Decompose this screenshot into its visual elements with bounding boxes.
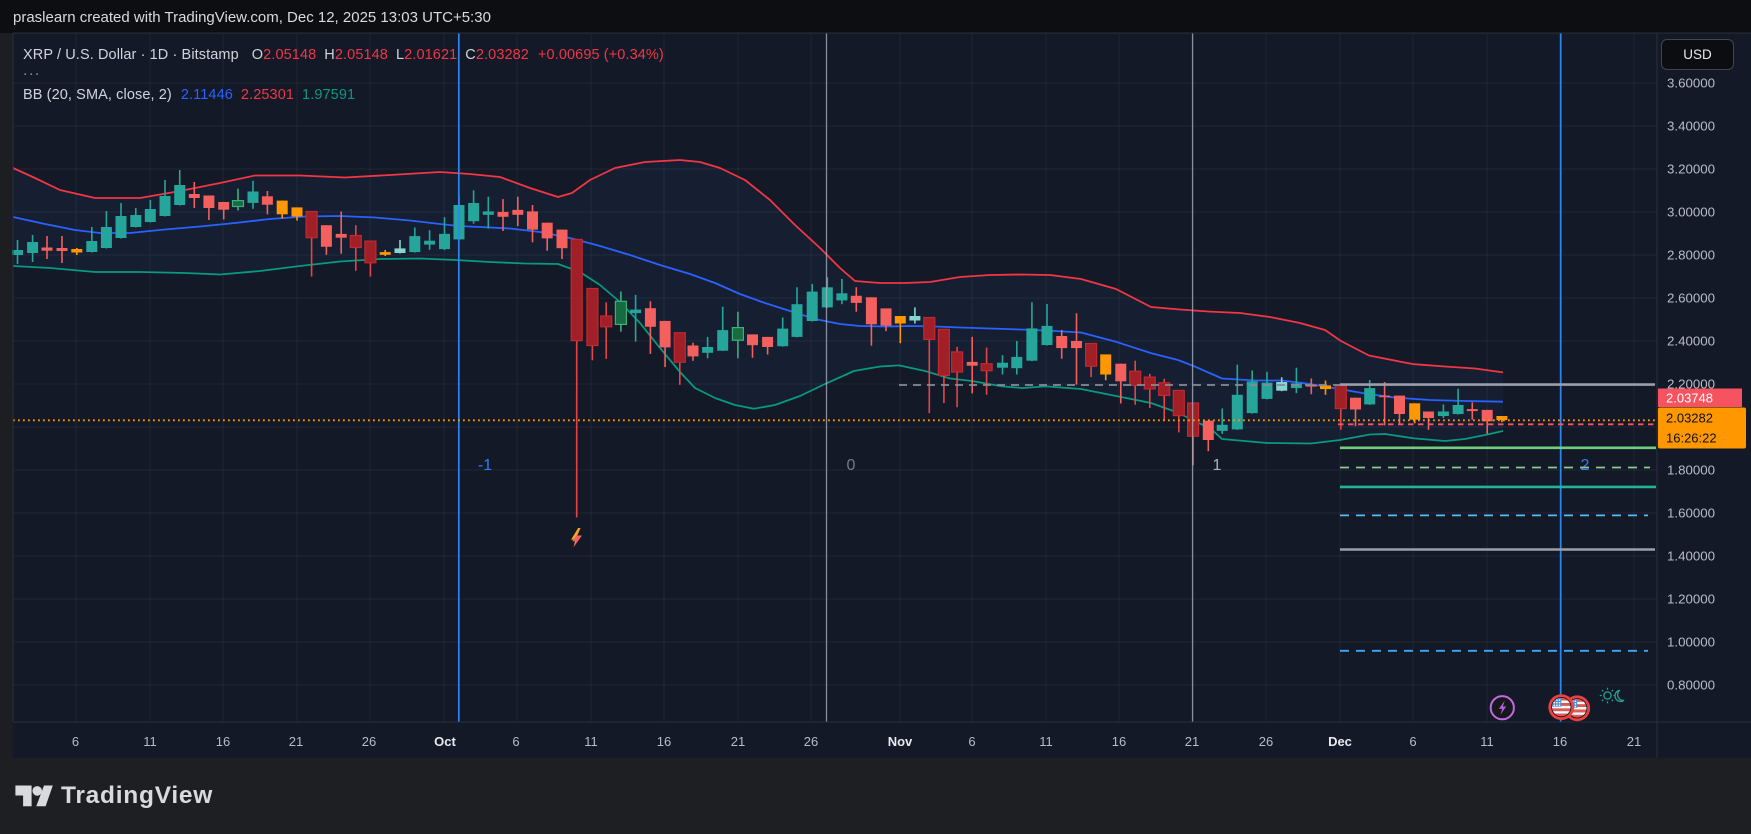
svg-text:3.60000: 3.60000 bbox=[1667, 76, 1715, 91]
svg-text:16: 16 bbox=[657, 734, 671, 749]
svg-text:21: 21 bbox=[731, 734, 745, 749]
svg-text:1.00000: 1.00000 bbox=[1667, 635, 1715, 650]
svg-text:2.60000: 2.60000 bbox=[1667, 291, 1715, 306]
svg-text:6: 6 bbox=[512, 734, 519, 749]
svg-text:2: 2 bbox=[1581, 457, 1590, 474]
svg-text:11: 11 bbox=[1480, 734, 1494, 749]
svg-text:11: 11 bbox=[1039, 734, 1053, 749]
svg-text:-1: -1 bbox=[478, 457, 492, 474]
svg-text:0: 0 bbox=[847, 457, 856, 474]
svg-text:26: 26 bbox=[804, 734, 818, 749]
svg-text:2.80000: 2.80000 bbox=[1667, 248, 1715, 263]
svg-text:3.00000: 3.00000 bbox=[1667, 205, 1715, 220]
svg-text:21: 21 bbox=[289, 734, 303, 749]
svg-text:2.03748: 2.03748 bbox=[1666, 391, 1713, 406]
svg-text:26: 26 bbox=[1259, 734, 1273, 749]
svg-text:0.80000: 0.80000 bbox=[1667, 678, 1715, 693]
svg-text:26: 26 bbox=[362, 734, 376, 749]
svg-text:2.03282: 2.03282 bbox=[1666, 411, 1713, 426]
svg-text:Dec: Dec bbox=[1328, 734, 1352, 749]
svg-text:1.20000: 1.20000 bbox=[1667, 592, 1715, 607]
svg-text:16:26:22: 16:26:22 bbox=[1666, 431, 1717, 446]
svg-text:6: 6 bbox=[968, 734, 975, 749]
svg-text:6: 6 bbox=[1409, 734, 1416, 749]
svg-text:2.20000: 2.20000 bbox=[1667, 377, 1715, 392]
svg-text:16: 16 bbox=[1553, 734, 1567, 749]
svg-text:21: 21 bbox=[1185, 734, 1199, 749]
svg-text:16: 16 bbox=[1112, 734, 1126, 749]
svg-text:11: 11 bbox=[584, 734, 598, 749]
svg-text:16: 16 bbox=[216, 734, 230, 749]
svg-text:3.40000: 3.40000 bbox=[1667, 119, 1715, 134]
svg-text:Nov: Nov bbox=[888, 734, 913, 749]
svg-text:Oct: Oct bbox=[434, 734, 456, 749]
svg-text:1: 1 bbox=[1213, 457, 1222, 474]
svg-text:1.40000: 1.40000 bbox=[1667, 549, 1715, 564]
svg-text:3.20000: 3.20000 bbox=[1667, 162, 1715, 177]
svg-text:21: 21 bbox=[1627, 734, 1641, 749]
svg-text:1.60000: 1.60000 bbox=[1667, 506, 1715, 521]
svg-text:6: 6 bbox=[72, 734, 79, 749]
svg-text:11: 11 bbox=[143, 734, 157, 749]
svg-text:2.40000: 2.40000 bbox=[1667, 334, 1715, 349]
svg-text:1.80000: 1.80000 bbox=[1667, 463, 1715, 478]
